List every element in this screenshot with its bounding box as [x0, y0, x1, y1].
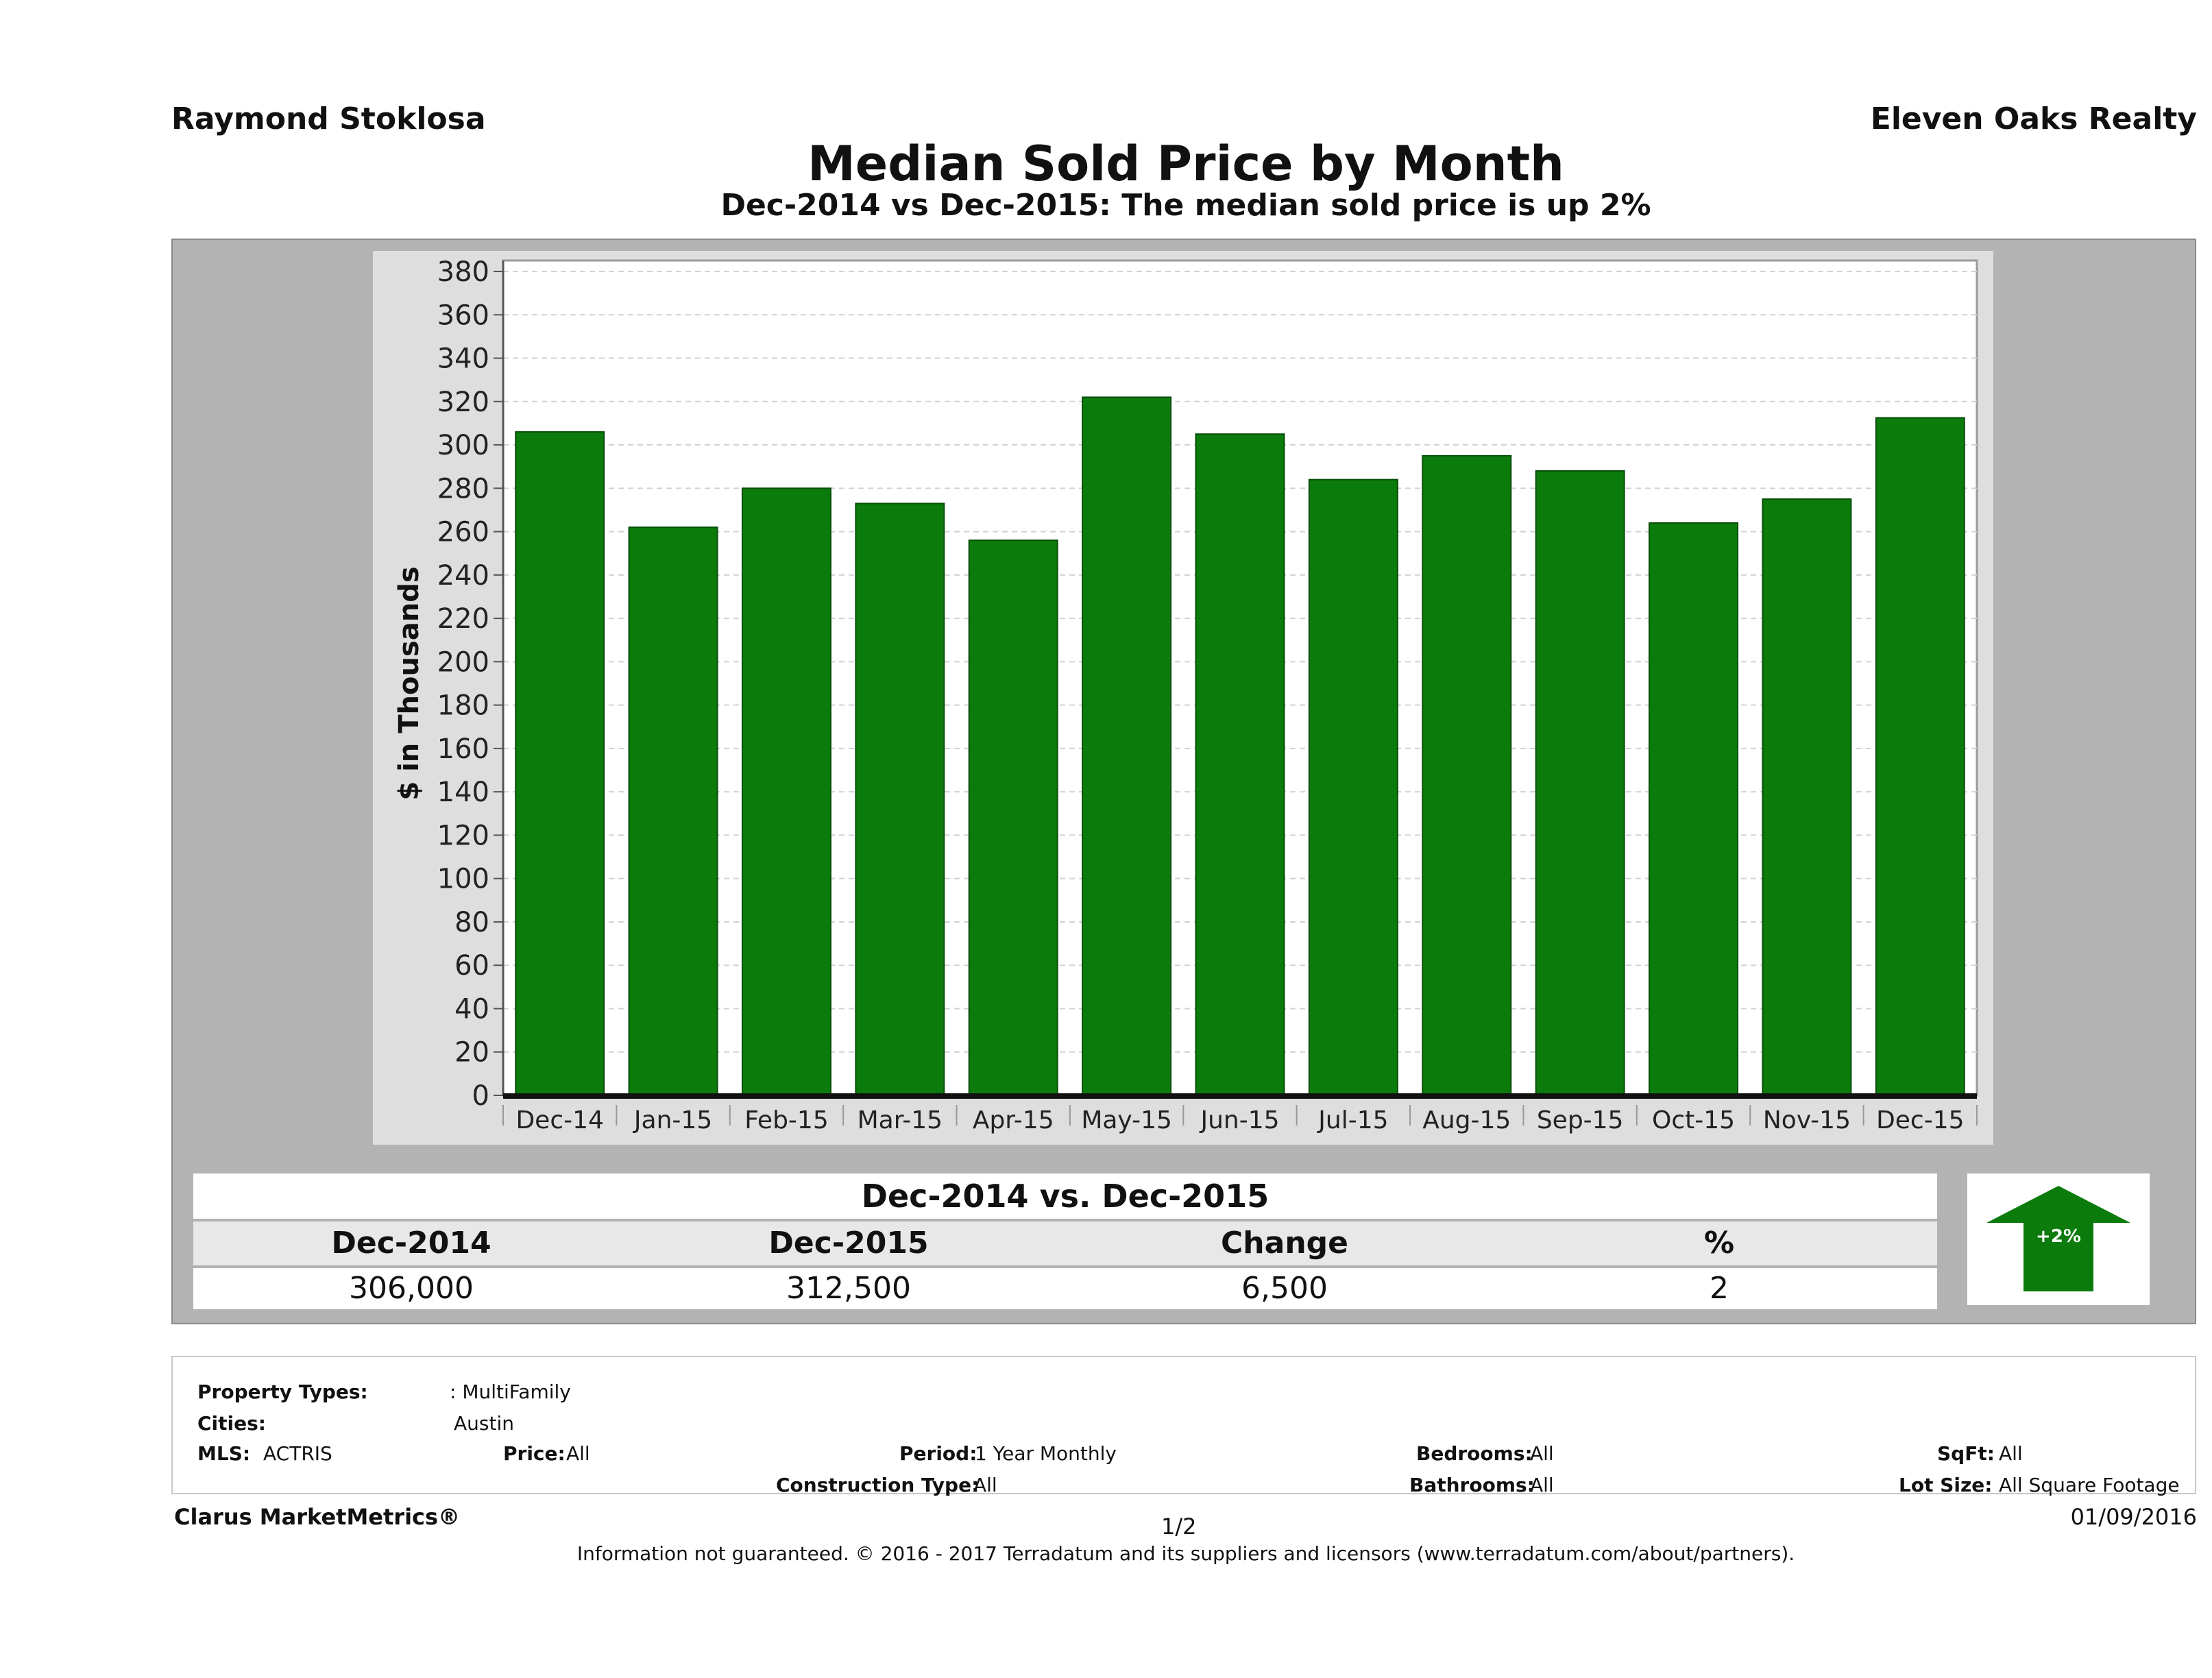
summary-label-dec-2015: Dec-2015 — [768, 1226, 929, 1261]
x-tick-label: Apr-15 — [973, 1106, 1054, 1134]
mls-label: MLS: — [197, 1442, 251, 1465]
footer-brand: Clarus MarketMetrics® — [174, 1504, 461, 1530]
y-tick-label: 160 — [437, 733, 489, 765]
lot-size-label: Lot Size: — [1899, 1474, 1993, 1496]
summary-value-percent: 2 — [1710, 1271, 1729, 1306]
change-badge: +2% — [1967, 1174, 2150, 1305]
y-tick-label: 220 — [437, 603, 489, 635]
y-tick-label: 320 — [437, 387, 489, 418]
property-types-value: : MultiFamily — [450, 1381, 571, 1403]
y-tick-label: 180 — [437, 690, 489, 722]
summary-label-change: Change — [1221, 1226, 1348, 1261]
construction-type-label: Construction Type: — [776, 1474, 980, 1496]
y-tick-label: 60 — [454, 950, 489, 982]
bathrooms-label: Bathrooms: — [1409, 1474, 1535, 1496]
y-tick-label: 280 — [437, 473, 489, 504]
bar-dec-14 — [515, 431, 605, 1096]
y-tick-label: 360 — [437, 300, 489, 331]
bedrooms-label: Bedrooms: — [1416, 1442, 1533, 1465]
bar-aug-15 — [1422, 454, 1512, 1096]
bar-mar-15 — [855, 502, 945, 1096]
y-axis-label: $ in Thousands — [393, 566, 425, 800]
x-tick-label: Dec-15 — [1876, 1106, 1964, 1134]
y-tick-label: 240 — [437, 560, 489, 592]
change-badge-text: +2% — [2036, 1226, 2081, 1247]
bar-sep-15 — [1535, 470, 1625, 1097]
summary-value-change: 6,500 — [1241, 1271, 1328, 1306]
bar-may-15 — [1082, 396, 1172, 1097]
x-tick-label: Aug-15 — [1422, 1106, 1511, 1134]
period-label: Period: — [899, 1442, 977, 1465]
x-axis-line — [503, 1093, 1977, 1099]
bar-apr-15 — [968, 539, 1058, 1096]
x-tick-label: Mar-15 — [858, 1106, 943, 1134]
page-number: 1/2 — [1161, 1513, 1197, 1540]
cities-value: Austin — [454, 1412, 514, 1435]
summary-label-dec-2014: Dec-2014 — [331, 1226, 491, 1261]
mls-value: ACTRIS — [263, 1442, 332, 1465]
summary-labels-row: Dec-2014 Dec-2015 Change % — [193, 1221, 1937, 1265]
y-tick-label: 80 — [454, 907, 489, 938]
up-arrow-icon: +2% — [1986, 1186, 2130, 1291]
bar-nov-15 — [1762, 498, 1852, 1096]
bar-oct-15 — [1649, 522, 1739, 1096]
y-tick-label: 20 — [454, 1037, 489, 1069]
sqft-label: SqFt: — [1937, 1442, 1995, 1465]
y-tick-label: 300 — [437, 430, 489, 461]
y-tick-label: 100 — [437, 864, 489, 895]
x-tick-label: May-15 — [1081, 1106, 1172, 1134]
x-tick-label: Sep-15 — [1537, 1106, 1624, 1134]
summary-label-percent: % — [1703, 1226, 1735, 1261]
bar-jun-15 — [1195, 433, 1285, 1097]
x-tick-label: Jan-15 — [633, 1106, 712, 1134]
cities-label: Cities: — [197, 1412, 266, 1435]
x-tick-label: Jul-15 — [1317, 1106, 1388, 1134]
y-tick-label: 200 — [437, 646, 489, 678]
y-tick-label: 380 — [437, 256, 489, 288]
y-tick-label: 140 — [437, 777, 489, 808]
bar-chart: 0 20 40 60 80 100 120 140 160 180 200 220 240 260 280 3… — [393, 256, 1978, 1134]
filter-criteria: Property Types: : MultiFamily Cities: Au… — [171, 1356, 2196, 1496]
x-tick-label: Jun-15 — [1199, 1106, 1279, 1134]
bar-jul-15 — [1308, 478, 1398, 1096]
page-title: Median Sold Price by Month — [807, 136, 1564, 192]
x-tick-label: Dec-14 — [515, 1106, 603, 1134]
summary-value-dec-2015: 312,500 — [786, 1271, 911, 1306]
bathrooms-value: All — [1530, 1474, 1554, 1496]
price-value: All — [566, 1442, 590, 1465]
period-value: 1 Year Monthly — [975, 1442, 1117, 1465]
agent-name: Raymond Stoklosa — [171, 101, 486, 136]
sqft-value: All — [1999, 1442, 2023, 1465]
summary-value-dec-2014: 306,000 — [349, 1271, 474, 1306]
x-tick-label: Feb-15 — [744, 1106, 829, 1134]
y-tick-label: 40 — [454, 993, 489, 1025]
construction-type-value: All — [973, 1474, 997, 1496]
y-tick-label: 0 — [472, 1080, 489, 1112]
bar-feb-15 — [741, 487, 831, 1096]
summary-values-row: 306,000 312,500 6,500 2 — [193, 1268, 1937, 1309]
y-tick-label: 120 — [437, 820, 489, 851]
bar-jan-15 — [628, 526, 718, 1096]
x-tick-label: Oct-15 — [1652, 1106, 1735, 1134]
report-date: 01/09/2016 — [2070, 1504, 2197, 1530]
price-label: Price: — [503, 1442, 566, 1465]
bedrooms-value: All — [1530, 1442, 1554, 1465]
y-tick-label: 340 — [437, 343, 489, 375]
summary-heading: Dec-2014 vs. Dec-2015 — [193, 1174, 1937, 1219]
disclaimer: Information not guaranteed. © 2016 - 201… — [576, 1542, 1795, 1565]
y-tick-label: 260 — [437, 517, 489, 548]
lot-size-value: All Square Footage — [1999, 1474, 2180, 1496]
company-name: Eleven Oaks Realty — [1870, 101, 2197, 136]
page-subtitle: Dec-2014 vs Dec-2015: The median sold pr… — [720, 188, 1651, 223]
x-tick-label: Nov-15 — [1763, 1106, 1851, 1134]
property-types-label: Property Types: — [197, 1381, 368, 1403]
bar-dec-15 — [1875, 417, 1965, 1096]
